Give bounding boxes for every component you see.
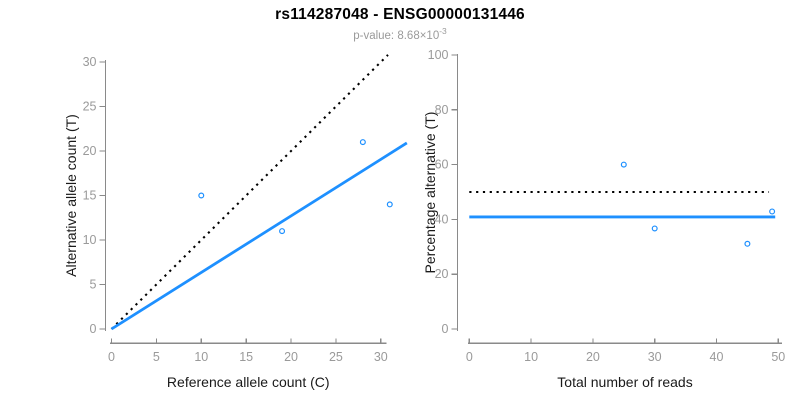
data-point <box>769 208 776 215</box>
x-tick-label: 10 <box>524 350 538 364</box>
x-tick-label: 40 <box>710 350 724 364</box>
x-tick-label: 0 <box>466 350 473 364</box>
fitted-ratio-line <box>110 141 408 331</box>
pvalue-text: p-value: 8.68×10 <box>353 29 440 42</box>
data-point <box>744 240 751 247</box>
x-tick-label: 10 <box>194 350 208 364</box>
data-point <box>386 201 393 208</box>
x-tick-label: 25 <box>329 350 343 364</box>
x-axis-title: Total number of reads <box>557 374 692 390</box>
left-plot: 0 5 10 15 20 25 30 0 5 10 15 20 25 30 Reference allele… <box>63 54 408 390</box>
identity-line <box>110 54 389 330</box>
data-point <box>359 139 366 146</box>
x-tick-label: 5 <box>153 350 160 364</box>
x-tick-label: 15 <box>239 350 253 364</box>
plot-title: rs114287048 - ENSG00000131446 <box>275 6 525 23</box>
x-tick-label: 30 <box>648 350 662 364</box>
x-tick-label: 0 <box>108 350 115 364</box>
y-axis-title: Percentage alternative (T) <box>422 112 438 274</box>
pvalue-exponent: -3 <box>439 26 447 36</box>
y-tick-label: 100 <box>428 48 449 62</box>
x-tick-label: 20 <box>586 350 600 364</box>
data-point <box>279 228 286 235</box>
y-tick-label: 60 <box>435 158 449 172</box>
y-tick-label: 15 <box>83 189 97 203</box>
x-tick-label: 20 <box>284 350 298 364</box>
y-tick-label: 5 <box>90 278 97 292</box>
data-point <box>620 161 627 168</box>
y-tick-label: 0 <box>90 322 97 336</box>
x-axis-title: Reference allele count (C) <box>167 374 330 390</box>
y-tick-label: 80 <box>435 103 449 117</box>
x-tick-label: 30 <box>374 350 388 364</box>
y-tick-label: 20 <box>435 267 449 281</box>
x-tick-label: 50 <box>771 350 785 364</box>
y-tick-label: 20 <box>83 144 97 158</box>
y-tick-label: 40 <box>435 212 449 226</box>
y-tick-label: 10 <box>83 233 97 247</box>
y-tick-label: 30 <box>83 55 97 69</box>
data-point <box>198 192 205 199</box>
plot-subtitle: p-value: 8.68×10-3 <box>0 26 800 42</box>
right-plot: 0 10 20 30 40 50 0 20 40 60 80 100 Total number of r… <box>422 48 785 390</box>
y-tick-label: 25 <box>83 100 97 114</box>
y-tick-label: 0 <box>442 322 449 336</box>
data-point <box>651 225 658 232</box>
y-axis-title: Alternative allele count (T) <box>63 114 79 277</box>
